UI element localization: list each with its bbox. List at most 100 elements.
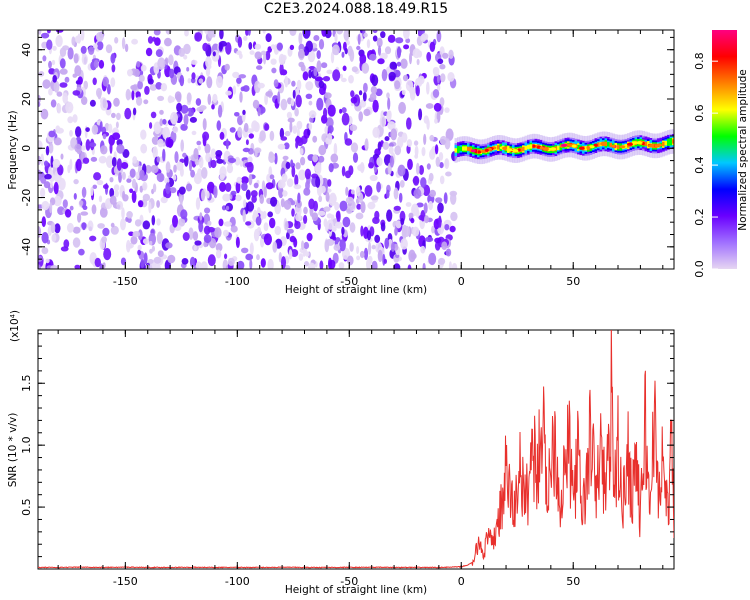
noise-speckle (303, 214, 308, 224)
noise-speckle (99, 121, 103, 132)
noise-speckle (305, 93, 313, 100)
noise-speckle (79, 200, 84, 206)
signal-peak (506, 148, 513, 152)
noise-speckle (426, 163, 431, 170)
noise-speckle (274, 225, 282, 236)
signal-band-cell (504, 146, 508, 151)
x-tick-label: 0 (458, 275, 465, 288)
noise-speckle (145, 47, 153, 57)
noise-speckle (372, 30, 378, 34)
noise-speckle (67, 116, 74, 124)
noise-speckle (302, 71, 309, 81)
noise-speckle (131, 38, 139, 45)
noise-speckle (267, 211, 274, 218)
noise-speckle (423, 115, 429, 124)
noise-speckle (445, 128, 454, 141)
noise-speckle (332, 69, 341, 82)
noise-speckle (251, 120, 259, 132)
noise-speckle (230, 190, 237, 196)
noise-speckle (338, 262, 345, 269)
noise-speckle (55, 35, 63, 47)
y-tick-label: -20 (20, 189, 33, 207)
noise-speckle (343, 41, 347, 51)
noise-speckle (99, 207, 108, 218)
noise-speckle (416, 202, 424, 208)
noise-speckle (42, 79, 51, 89)
noise-speckle (138, 74, 145, 82)
noise-speckle (339, 108, 343, 114)
noise-speckle (350, 142, 359, 153)
noise-speckle (335, 221, 343, 229)
noise-speckle (42, 55, 47, 62)
noise-speckle (363, 82, 368, 93)
noise-speckle (73, 53, 79, 64)
signal-peak (593, 143, 598, 147)
noise-speckle (59, 82, 68, 88)
noise-speckle (284, 220, 289, 231)
noise-speckle (431, 225, 435, 234)
noise-speckle (242, 147, 251, 153)
noise-speckle (263, 186, 267, 198)
noise-speckle (197, 145, 201, 151)
noise-speckle (412, 226, 420, 237)
signal-peak (512, 149, 519, 153)
signal-peak (586, 146, 591, 150)
noise-speckle (95, 32, 104, 42)
noise-speckle (315, 176, 321, 188)
noise-speckle (195, 98, 202, 106)
noise-speckle (412, 175, 420, 186)
x-tick-label: 50 (566, 275, 580, 288)
noise-speckle (315, 162, 322, 175)
noise-speckle (318, 155, 325, 163)
heatmap-y-axis-title: Frequency (Hz) (7, 110, 19, 189)
noise-speckle (345, 196, 354, 204)
noise-speckle (109, 141, 113, 154)
noise-speckle (274, 152, 278, 165)
noise-speckle (435, 197, 443, 204)
noise-speckle (241, 176, 249, 185)
noise-speckle (339, 73, 344, 79)
noise-speckle (131, 90, 135, 101)
noise-speckle (207, 226, 215, 233)
noise-speckle (291, 165, 296, 178)
noise-speckle (47, 30, 51, 34)
noise-speckle (377, 58, 385, 65)
noise-speckle (303, 241, 310, 250)
noise-speckle (252, 99, 260, 109)
signal-band-cell (667, 140, 671, 145)
noise-speckle (318, 39, 325, 50)
noise-speckle (418, 75, 425, 85)
noise-speckle (103, 248, 112, 261)
signal-band-cell (524, 145, 528, 151)
noise-speckle (400, 238, 408, 250)
noise-speckle (110, 222, 115, 228)
noise-speckle (328, 163, 334, 173)
noise-speckle (48, 60, 52, 69)
noise-speckle (183, 43, 191, 55)
noise-speckle (421, 146, 426, 157)
noise-speckle (234, 112, 240, 117)
noise-speckle (374, 234, 381, 243)
noise-speckle (112, 132, 121, 140)
noise-speckle (109, 187, 115, 198)
noise-speckle (55, 125, 61, 133)
noise-speckle (227, 257, 235, 266)
colorbar: 0.0 0.2 0.4 0.6 0.8 Normalized spectral ampl… (693, 30, 749, 278)
noise-speckle (222, 193, 231, 202)
noise-speckle (334, 33, 338, 43)
heatmap-x-ticks: -150 -100 -50 0 50 (57, 30, 664, 288)
noise-speckle (245, 189, 251, 200)
noise-speckle (303, 206, 308, 215)
noise-speckle (371, 244, 376, 250)
noise-speckle (179, 74, 185, 87)
noise-speckle (102, 76, 109, 87)
noise-speckle (81, 96, 88, 105)
noise-speckle (107, 84, 111, 95)
noise-speckle (284, 130, 291, 137)
noise-speckle (417, 50, 423, 58)
noise-speckle (254, 43, 262, 50)
noise-speckle (254, 51, 262, 60)
noise-speckle (368, 241, 372, 255)
noise-speckle (152, 36, 157, 42)
noise-speckle (237, 36, 243, 48)
